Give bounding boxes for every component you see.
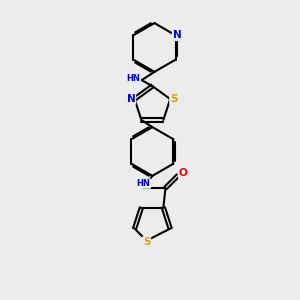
Text: S: S — [170, 94, 178, 104]
Text: S: S — [143, 237, 150, 247]
Text: N: N — [173, 30, 182, 40]
Text: N: N — [127, 94, 135, 104]
Text: O: O — [179, 168, 188, 178]
Text: HN: HN — [136, 179, 150, 188]
Text: HN: HN — [126, 74, 140, 83]
